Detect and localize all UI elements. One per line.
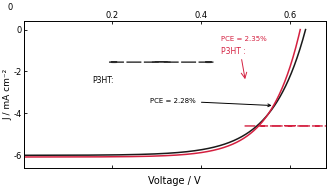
Text: PCE = 2.28%: PCE = 2.28% [150,98,271,107]
Text: P3HT :: P3HT : [221,47,246,56]
Text: 0: 0 [8,3,13,12]
X-axis label: Voltage / V: Voltage / V [148,176,201,186]
Y-axis label: J / mA cm⁻²: J / mA cm⁻² [4,69,13,120]
Text: PCE = 2.35%: PCE = 2.35% [221,36,267,42]
Text: P3HT:: P3HT: [92,76,114,85]
